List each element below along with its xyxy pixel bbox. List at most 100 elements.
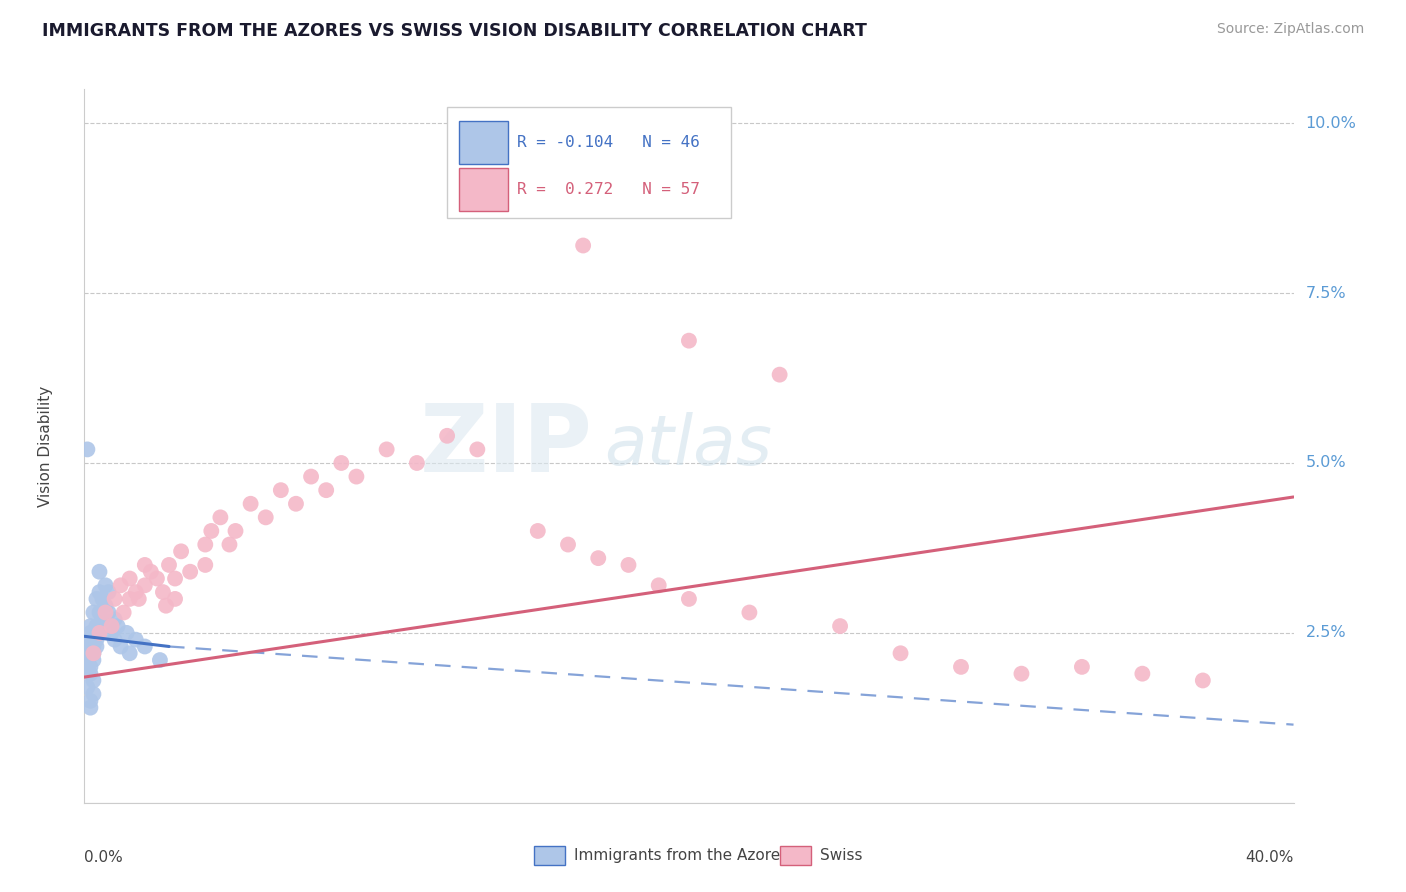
Point (76, 646, 98, 660)
Point (738, 606, 761, 620)
Point (165, 572, 187, 586)
Point (118, 646, 141, 660)
Point (218, 537, 240, 551)
Point (79, 660, 101, 674)
Point (139, 565, 162, 579)
Point (86, 632, 108, 647)
Point (149, 653, 172, 667)
Text: R =  0.272   N = 57: R = 0.272 N = 57 (517, 182, 700, 196)
Point (91, 612, 114, 626)
Point (86, 640, 108, 654)
Point (79, 632, 101, 647)
Point (225, 524, 247, 538)
Point (375, 442, 398, 457)
Point (134, 640, 156, 654)
Point (82, 626, 104, 640)
Point (86, 619, 108, 633)
Text: Immigrants from the Azores: Immigrants from the Azores (574, 848, 787, 863)
FancyBboxPatch shape (460, 168, 508, 211)
Point (165, 591, 187, 606)
Point (890, 646, 912, 660)
Point (146, 572, 169, 586)
Point (134, 558, 156, 572)
Point (239, 497, 262, 511)
Point (82, 646, 104, 660)
Text: 40.0%: 40.0% (1246, 850, 1294, 865)
Point (89, 626, 111, 640)
Text: R = -0.104   N = 46: R = -0.104 N = 46 (517, 136, 700, 150)
Point (194, 537, 217, 551)
Text: 5.0%: 5.0% (1306, 456, 1346, 470)
Point (152, 585, 174, 599)
FancyBboxPatch shape (447, 107, 731, 218)
Point (557, 537, 579, 551)
Text: 7.5%: 7.5% (1306, 285, 1346, 301)
Point (94, 578, 117, 592)
Point (104, 632, 127, 647)
Point (769, 368, 792, 382)
Point (104, 612, 127, 626)
Text: atlas: atlas (605, 412, 772, 480)
Text: Source: ZipAtlas.com: Source: ZipAtlas.com (1216, 22, 1364, 37)
Point (330, 456, 353, 470)
Point (436, 429, 458, 443)
Point (125, 632, 148, 647)
Point (588, 551, 610, 566)
Point (254, 510, 277, 524)
Point (82, 673, 104, 688)
Point (527, 524, 550, 538)
Point (406, 456, 429, 470)
Point (572, 238, 595, 252)
Point (128, 591, 150, 606)
Point (79, 619, 101, 633)
Point (107, 619, 129, 633)
Point (157, 558, 180, 572)
Point (1071, 660, 1094, 674)
Point (467, 442, 489, 457)
Point (82, 640, 104, 654)
Point (179, 565, 201, 579)
Point (94, 599, 117, 613)
Point (110, 640, 132, 654)
Point (830, 619, 852, 633)
Point (134, 578, 156, 592)
Point (678, 334, 700, 348)
Text: 2.5%: 2.5% (1306, 625, 1346, 640)
Point (110, 578, 132, 592)
Point (79, 626, 101, 640)
Point (94, 606, 117, 620)
Point (97, 585, 120, 599)
Point (209, 510, 232, 524)
Point (89, 585, 111, 599)
Point (89, 626, 111, 640)
Point (1130, 666, 1153, 681)
Point (170, 544, 193, 558)
Point (112, 606, 135, 620)
Point (1011, 666, 1033, 681)
Point (125, 585, 148, 599)
Point (76, 640, 98, 654)
Text: 0.0%: 0.0% (84, 850, 124, 865)
Point (89, 565, 111, 579)
Point (76, 442, 98, 457)
Point (270, 483, 292, 498)
Point (79, 666, 101, 681)
Point (100, 626, 122, 640)
Point (79, 700, 101, 714)
Point (617, 558, 640, 572)
Point (82, 687, 104, 701)
Point (285, 497, 308, 511)
Point (82, 646, 104, 660)
Text: IMMIGRANTS FROM THE AZORES VS SWISS VISION DISABILITY CORRELATION CHART: IMMIGRANTS FROM THE AZORES VS SWISS VISI… (42, 22, 868, 40)
Point (648, 578, 671, 592)
Point (86, 591, 108, 606)
Point (346, 469, 368, 483)
Point (315, 483, 337, 498)
Point (91, 591, 114, 606)
Point (76, 680, 98, 694)
Point (118, 572, 141, 586)
Point (155, 599, 177, 613)
Point (76, 653, 98, 667)
Point (76, 660, 98, 674)
FancyBboxPatch shape (460, 121, 508, 164)
